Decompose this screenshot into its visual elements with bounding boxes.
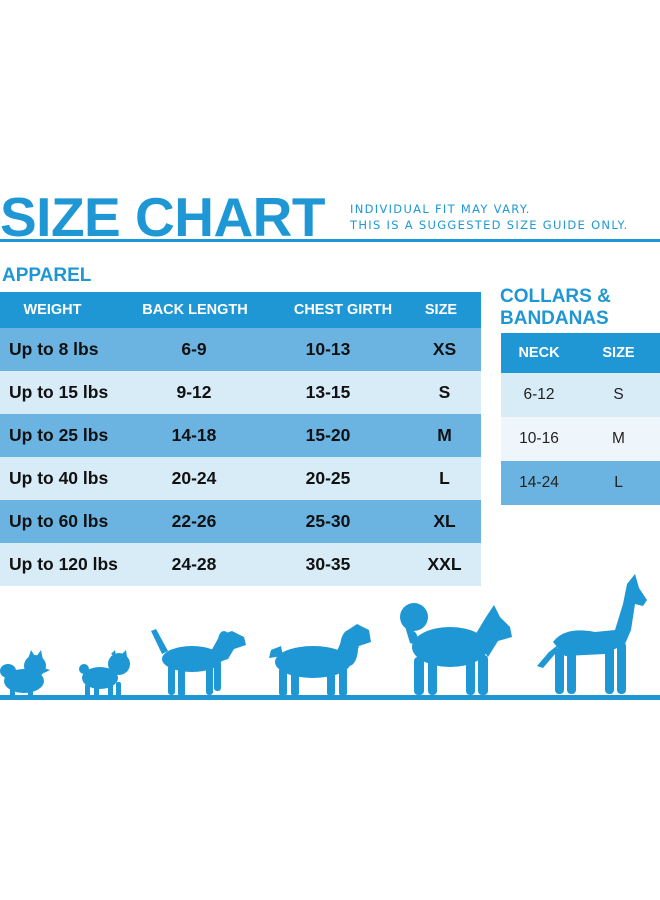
back-length-cell: 22-26 [171, 511, 217, 531]
neck-cell: 6-12 [523, 386, 555, 403]
column-header-size: SIZE [602, 345, 635, 361]
chest-girth-cell: 30-35 [305, 554, 351, 574]
page-title: SIZE CHART [0, 186, 326, 248]
back-length-cell: 6-9 [181, 339, 207, 359]
chest-girth-cell: 15-20 [305, 425, 351, 445]
collars-size-table: NECK SIZE 6-12 S 10-16 M 14-24 L [501, 333, 660, 505]
collars-title-line2: BANDANAS [500, 308, 609, 329]
husky-icon [398, 603, 514, 698]
pomeranian-icon [0, 650, 50, 697]
table-row: 14-24 L [501, 461, 660, 505]
back-length-cell: 24-28 [171, 554, 217, 574]
weight-cell: Up to 15 lbs [9, 382, 109, 402]
back-length-cell: 14-18 [171, 425, 217, 445]
collars-section-title: COLLARS & BANDANAS [500, 286, 611, 330]
size-cell: M [437, 425, 452, 445]
weight-cell: Up to 60 lbs [9, 511, 109, 531]
column-header-size: SIZE [424, 302, 458, 318]
column-header-weight: WEIGHT [23, 302, 82, 318]
table-row: 10-16 M [501, 417, 660, 461]
chest-girth-cell: 20-25 [305, 468, 351, 488]
title-divider [0, 239, 660, 242]
table-row: Up to 60 lbs 22-26 25-30 XL [0, 500, 481, 543]
chest-girth-cell: 25-30 [305, 511, 351, 531]
column-header-neck: NECK [518, 345, 560, 361]
chest-girth-cell: 10-13 [305, 339, 351, 359]
fit-disclaimer-line1: INDIVIDUAL FIT MAY VARY. [350, 202, 531, 216]
size-cell: XXL [427, 554, 462, 574]
table-row: Up to 8 lbs 6-9 10-13 XS [0, 328, 481, 371]
column-header-chest-girth: CHEST GIRTH [293, 302, 393, 318]
fit-disclaimer-line2: THIS IS A SUGGESTED SIZE GUIDE ONLY. [350, 218, 629, 232]
size-cell: XL [433, 511, 456, 531]
table-row: Up to 120 lbs 24-28 30-35 XXL [0, 543, 481, 586]
weight-cell: Up to 120 lbs [9, 554, 118, 574]
back-length-cell: 9-12 [176, 382, 212, 402]
fit-disclaimer: INDIVIDUAL FIT MAY VARY. THIS IS A SUGGE… [350, 201, 628, 233]
pug-icon [78, 650, 133, 698]
beagle-icon [148, 627, 248, 698]
neck-cell: 14-24 [519, 474, 559, 491]
table-row: 6-12 S [501, 373, 660, 417]
collars-title-line1: COLLARS & [500, 286, 611, 307]
apparel-header-row: WEIGHT BACK LENGTH CHEST GIRTH SIZE [0, 292, 481, 328]
collars-header-row: NECK SIZE [501, 333, 660, 373]
weight-cell: Up to 8 lbs [9, 339, 99, 359]
great-dane-icon [535, 574, 647, 696]
apparel-size-table: WEIGHT BACK LENGTH CHEST GIRTH SIZE Up t… [0, 292, 481, 586]
size-cell: M [612, 430, 625, 447]
weight-cell: Up to 25 lbs [9, 425, 109, 445]
table-row: Up to 40 lbs 20-24 20-25 L [0, 457, 481, 500]
table-row: Up to 15 lbs 9-12 13-15 S [0, 371, 481, 414]
size-cell: XS [432, 339, 457, 359]
ground-line [0, 695, 660, 700]
chest-girth-cell: 13-15 [305, 382, 351, 402]
back-length-cell: 20-24 [171, 468, 217, 488]
apparel-section-title: APPAREL [2, 265, 92, 286]
spaniel-icon [265, 620, 373, 698]
size-cell: L [439, 468, 450, 488]
size-cell: L [614, 474, 623, 491]
size-cell: S [613, 386, 624, 403]
table-row: Up to 25 lbs 14-18 15-20 M [0, 414, 481, 457]
neck-cell: 10-16 [519, 430, 559, 447]
size-cell: S [438, 382, 451, 402]
weight-cell: Up to 40 lbs [9, 468, 109, 488]
column-header-back-length: BACK LENGTH [142, 302, 248, 318]
